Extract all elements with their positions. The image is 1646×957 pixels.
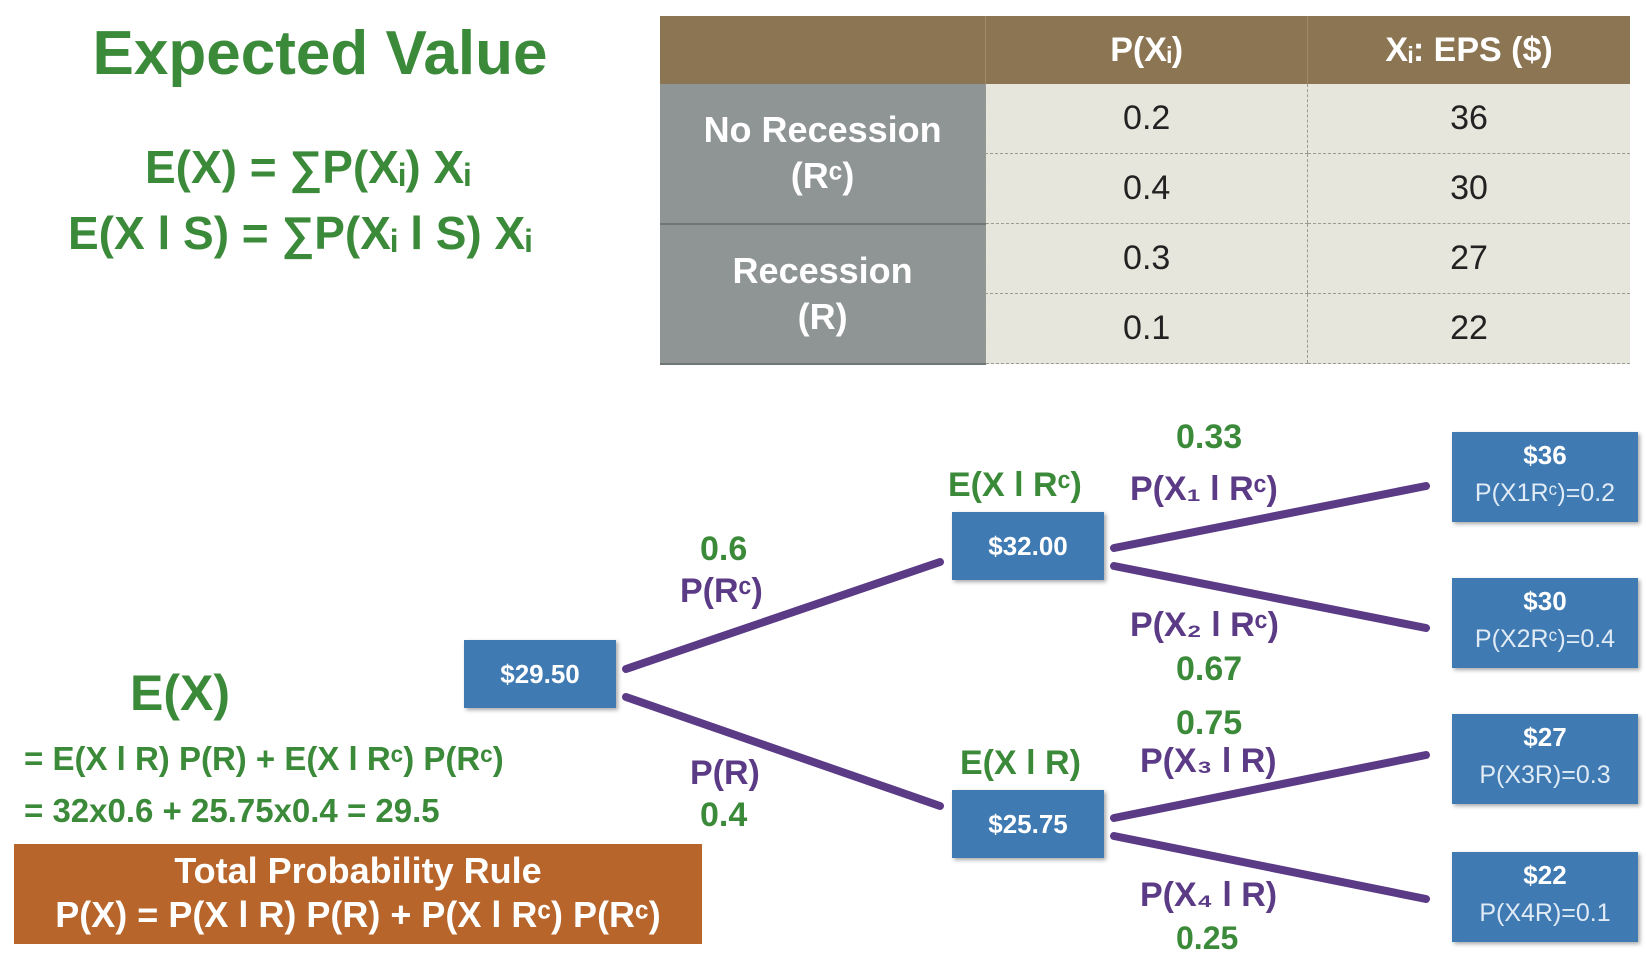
table-header-probability: P(Xᵢ) (985, 16, 1308, 84)
rule-formula: P(X) = P(X l R) P(R) + P(X l Rᶜ) P(Rᶜ) (55, 894, 661, 935)
table-row: No Recession (Rᶜ) 0.2 36 (660, 84, 1630, 225)
row-group-label: Recession (732, 249, 913, 291)
rule-title: Total Probability Rule (174, 850, 542, 891)
table-cell-eps: 36 (1307, 84, 1630, 154)
table-cell-eps: 30 (1307, 153, 1630, 224)
row-group-label: No Recession (703, 109, 942, 151)
calc-line-2: = 32x0.6 + 25.75x0.4 = 29.5 (24, 792, 440, 829)
branch-to-leaf-22 (1110, 832, 1430, 903)
leaf-joint-probability: P(X3R)=0.3 (1479, 761, 1611, 789)
row-group-recession: Recession (R) (660, 223, 986, 365)
branch-label-x4: P(X₄ l R) (1140, 876, 1278, 914)
leaf-node: $36 P(X1Rᶜ)=0.2 (1452, 432, 1638, 522)
leaf-amount: $36 (1523, 440, 1567, 470)
mid-node-no-recession: $32.00 (952, 512, 1104, 580)
leaf-amount: $27 (1523, 722, 1567, 752)
calc-line-1: = E(X l R) P(R) + E(X l Rᶜ) P(Rᶜ) (24, 740, 504, 777)
table-header-eps: Xᵢ: EPS ($) (1307, 16, 1630, 84)
page-title: Expected Value (92, 19, 548, 88)
table-row: Recession (R) 0.3 27 (660, 223, 1630, 365)
table-cell-probability: 0.4 (985, 153, 1308, 224)
branch-prob-no-recession: 0.6 (700, 530, 748, 568)
mid-node-recession: $25.75 (952, 790, 1104, 858)
table-header-row: P(Xᵢ) Xᵢ: EPS ($) (660, 16, 1630, 84)
branch-to-leaf-30 (1110, 562, 1430, 632)
row-group-sublabel: (R) (797, 295, 848, 337)
leaf-amount: $22 (1523, 860, 1567, 890)
probability-table: P(Xᵢ) Xᵢ: EPS ($) No Recession (Rᶜ) 0.2 … (660, 16, 1630, 365)
leaf-amount: $30 (1523, 586, 1567, 616)
mid-top-label: E(X l Rᶜ) (948, 466, 1082, 504)
leaf-joint-probability: P(X2Rᶜ)=0.4 (1474, 625, 1616, 653)
conditional-expected-value-formula: E(X l S) = ∑P(Xᵢ l S) Xᵢ (68, 207, 532, 259)
branch-to-leaf-27 (1110, 751, 1430, 822)
expected-value-formula: E(X) = ∑P(Xᵢ) Xᵢ (145, 141, 471, 193)
branch-prob-x4: 0.25 (1176, 920, 1239, 956)
root-node: $29.50 (464, 640, 616, 708)
mid-bottom-label: E(X l R) (960, 744, 1081, 782)
table-row: 0.4 30 (660, 153, 1630, 224)
branch-label-x2: P(X₂ l Rᶜ) (1130, 606, 1279, 644)
branch-to-leaf-36 (1110, 482, 1430, 552)
branch-prob-x1: 0.33 (1176, 418, 1243, 456)
table-cell-probability: 0.3 (985, 223, 1308, 294)
table-header-empty (660, 16, 986, 84)
leaf-joint-probability: P(X1Rᶜ)=0.2 (1474, 479, 1616, 507)
total-probability-rule-box: Total Probability Rule P(X) = P(X l R) P… (14, 844, 702, 944)
branch-root-to-recession (622, 693, 944, 810)
branch-prob-recession: 0.4 (700, 796, 748, 834)
leaf-joint-probability: P(X4R)=0.1 (1479, 899, 1611, 927)
table-cell-probability: 0.1 (985, 293, 1308, 364)
leaf-node: $22 P(X4R)=0.1 (1452, 852, 1638, 942)
branch-label-x1: P(X₁ l Rᶜ) (1130, 470, 1278, 508)
table-row: 0.1 22 (660, 293, 1630, 364)
branch-root-to-no-recession (622, 558, 944, 673)
branch-label-recession: P(R) (690, 754, 760, 792)
branch-prob-x3: 0.75 (1176, 704, 1243, 742)
calc-heading: E(X) (130, 665, 230, 721)
branch-label-no-recession: P(Rᶜ) (680, 572, 763, 610)
leaf-node: $30 P(X2Rᶜ)=0.4 (1452, 578, 1638, 668)
branch-prob-x2: 0.67 (1176, 650, 1243, 688)
table-cell-eps: 22 (1307, 293, 1630, 364)
row-group-sublabel: (Rᶜ) (790, 155, 855, 197)
branch-label-x3: P(X₃ l R) (1140, 742, 1277, 780)
table-cell-eps: 27 (1307, 223, 1630, 294)
leaf-node: $27 P(X3R)=0.3 (1452, 714, 1638, 804)
row-group-no-recession: No Recession (Rᶜ) (660, 84, 986, 225)
table-cell-probability: 0.2 (985, 84, 1308, 154)
